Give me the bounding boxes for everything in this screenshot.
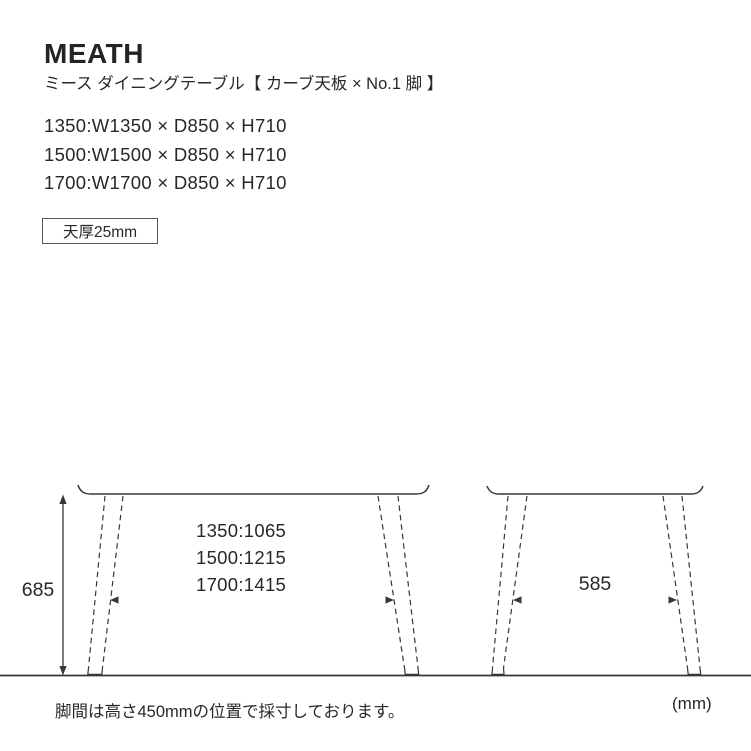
height-dimension: 685 <box>22 494 67 676</box>
leg-span-line-1350: 1350:1065 <box>196 520 286 541</box>
front-left-leg-foot <box>87 667 104 675</box>
side-right-leg <box>662 495 702 675</box>
right-arrowhead-icon <box>668 596 677 604</box>
dimension-diagram: 685 1350:1065 1500:1215 1700:1415 58 <box>0 484 751 677</box>
left-arrowhead-icon <box>513 596 522 604</box>
measurement-note: 脚間は高さ450mmの位置で採寸しております。 <box>55 703 405 721</box>
size-spec-list: 1350:W1350 × D850 × H710 1500:W1500 × D8… <box>44 112 287 198</box>
top-thickness-label: 天厚25mm <box>62 224 138 241</box>
left-arrowhead-icon <box>110 596 119 604</box>
front-view-diagram: 685 1350:1065 1500:1215 1700:1415 <box>22 484 430 676</box>
size-line-1700: 1700:W1700 × D850 × H710 <box>44 172 287 193</box>
down-arrowhead-icon <box>59 666 67 676</box>
side-left-leg <box>491 495 528 675</box>
leg-span-line-1500: 1500:1215 <box>196 547 286 568</box>
unit-label: (mm) <box>672 694 712 713</box>
front-tabletop-curve-outline <box>77 484 430 495</box>
front-leg-span-labels: 1350:1065 1500:1215 1700:1415 <box>196 520 286 595</box>
front-right-leg <box>377 495 420 675</box>
size-line-1350: 1350:W1350 × D850 × H710 <box>44 115 287 136</box>
depth-span-label: 585 <box>579 573 612 595</box>
up-arrowhead-icon <box>59 494 67 504</box>
side-tabletop-curve-outline <box>486 485 704 495</box>
front-left-leg <box>87 495 124 675</box>
leg-span-line-1700: 1700:1415 <box>196 574 286 595</box>
top-thickness-box: 天厚25mm <box>42 218 158 244</box>
right-arrowhead-icon <box>385 596 394 604</box>
front-right-leg-foot <box>403 667 420 675</box>
height-dimension-label: 685 <box>22 579 55 601</box>
side-left-leg-foot <box>491 667 505 675</box>
product-title: MEATH <box>44 38 144 69</box>
side-view-diagram: 585 <box>486 485 704 675</box>
size-line-1500: 1500:W1500 × D850 × H710 <box>44 143 287 165</box>
side-right-leg-foot <box>686 667 702 675</box>
product-subtitle: ミース ダイニングテーブル【 カーブ天板 × No.1 脚 】 <box>44 75 444 93</box>
